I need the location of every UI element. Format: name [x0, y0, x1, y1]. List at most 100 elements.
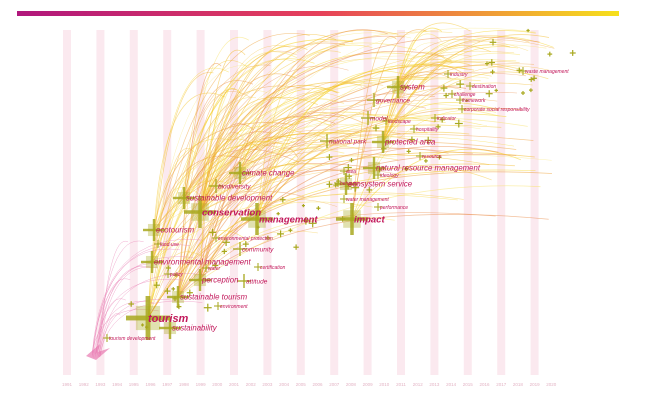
keyword-label: impact	[354, 214, 385, 225]
minor-node	[267, 235, 269, 241]
link-line	[397, 63, 463, 88]
link-line	[177, 192, 464, 298]
link-line	[382, 33, 442, 143]
link-line	[97, 265, 152, 354]
minor-node	[166, 288, 168, 295]
minor-node	[305, 216, 307, 225]
year-stripe	[96, 30, 105, 375]
link-line	[177, 73, 297, 298]
link-line	[177, 36, 249, 298]
keyword-label: national park	[329, 138, 367, 145]
year-label: 1998	[179, 382, 190, 387]
year-stripe	[63, 30, 71, 375]
link-line	[256, 70, 408, 220]
link-line	[183, 125, 304, 199]
link-line	[199, 29, 388, 281]
link-line	[177, 63, 222, 298]
link-line	[199, 137, 299, 213]
minor-node	[408, 149, 410, 154]
link-line	[151, 193, 458, 263]
link-line	[382, 35, 530, 143]
link-line	[99, 300, 203, 357]
minor-node	[347, 164, 349, 172]
keyword-node	[363, 157, 385, 179]
minor-node	[245, 241, 247, 248]
year-label: 2001	[229, 382, 240, 387]
link-line	[177, 230, 244, 298]
link-lines	[91, 22, 555, 358]
keyword-node	[416, 152, 424, 160]
keyword-node	[334, 179, 342, 187]
year-label: 2002	[246, 382, 257, 387]
keyword-node	[374, 171, 382, 179]
keyword-label: sustainable development	[186, 194, 273, 203]
minor-node	[549, 51, 551, 57]
link-line	[239, 124, 376, 174]
minor-node	[172, 287, 174, 291]
keyword-node	[209, 179, 223, 193]
minor-node	[328, 154, 330, 161]
link-line	[239, 116, 332, 174]
link-line	[397, 30, 536, 88]
link-line	[147, 251, 202, 319]
link-line	[199, 138, 261, 213]
year-label: 2008	[346, 382, 357, 387]
link-line	[177, 123, 254, 298]
keyword-node	[372, 131, 394, 153]
link-line	[199, 44, 547, 281]
link-line	[256, 64, 468, 220]
year-label: 1991	[62, 382, 73, 387]
keyword-label: environment	[220, 304, 248, 310]
minor-node	[348, 173, 350, 179]
year-stripe	[497, 30, 506, 375]
keyword-node	[340, 195, 348, 203]
link-line	[177, 82, 369, 298]
keyword-label: management	[259, 214, 318, 225]
keyword-label: performance	[379, 205, 408, 211]
link-line	[94, 301, 154, 358]
link-line	[151, 31, 453, 263]
keyword-label: ecotourism	[156, 226, 195, 235]
minor-node	[214, 262, 216, 269]
keyword-label: area	[346, 169, 356, 175]
link-line	[183, 50, 445, 199]
keyword-node	[202, 264, 210, 272]
link-line	[153, 122, 294, 231]
minor-node	[458, 119, 460, 128]
minor-node	[302, 204, 304, 208]
keyword-node	[143, 219, 165, 241]
keyword-label: perception	[201, 276, 238, 285]
minor-node	[427, 136, 429, 144]
year-stripe	[430, 30, 439, 375]
link-line	[199, 117, 528, 213]
keyword-label: ideology	[380, 173, 399, 179]
keyword-label: environmental protection	[218, 236, 273, 242]
link-line	[147, 55, 426, 319]
link-line	[199, 45, 308, 213]
minor-node	[495, 88, 497, 93]
keyword-label: destination	[472, 84, 496, 90]
link-line	[97, 240, 144, 355]
keyword-node	[233, 242, 247, 256]
keyword-node	[254, 263, 262, 271]
keyword-label: conservation	[202, 207, 261, 218]
link-line	[199, 92, 518, 213]
link-line	[177, 141, 348, 298]
link-line	[397, 42, 451, 88]
year-label: 2006	[312, 382, 323, 387]
minor-node	[295, 244, 297, 250]
minor-node	[207, 303, 209, 312]
minor-node	[277, 212, 279, 216]
keyword-label: challenge	[454, 92, 476, 98]
link-line	[199, 60, 520, 213]
year-label: 2012	[413, 382, 424, 387]
link-line	[147, 131, 470, 319]
keyword-node	[456, 96, 464, 104]
keyword-label: environmental management	[154, 258, 251, 267]
minor-node	[522, 91, 524, 95]
keyword-node	[382, 117, 390, 125]
link-line	[199, 51, 298, 213]
year-label: 2011	[396, 382, 406, 387]
year-label: 1994	[112, 382, 123, 387]
minor-node	[280, 230, 282, 238]
